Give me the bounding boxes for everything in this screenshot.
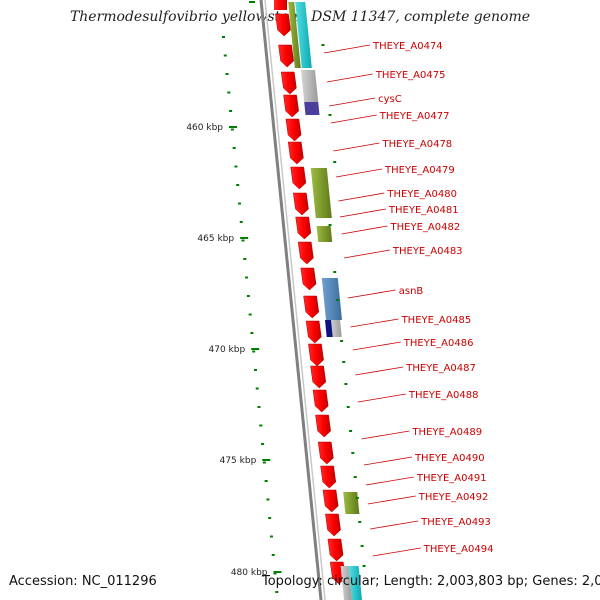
gene-label: THEYE_A0481 [388, 205, 459, 216]
tick-label: 465 kbp [197, 234, 234, 244]
cog-block [288, 2, 301, 68]
gene-label: cysC [378, 94, 402, 105]
cds-arrow [297, 241, 314, 265]
label-leader [329, 97, 376, 107]
label-leader [370, 520, 419, 530]
gene-label: THEYE_A0483 [392, 246, 463, 257]
cds-arrow [322, 489, 339, 513]
label-leader [352, 341, 401, 351]
cog-block [340, 566, 352, 600]
gene-label: THEYE_A0475 [375, 70, 446, 81]
gene-label: THEYE_A0477 [379, 111, 450, 122]
cds-arrow [274, 0, 287, 10]
cog-block [343, 492, 360, 514]
gene-label: THEYE_A0485 [401, 315, 472, 326]
cds-arrow [315, 414, 331, 438]
gene-label: THEYE_A0491 [416, 473, 487, 484]
cds-arrow [317, 441, 334, 465]
cds-arrow [312, 389, 329, 413]
label-leader [355, 366, 404, 376]
label-leader [339, 208, 386, 218]
backbone-shadow [264, 0, 326, 600]
cog-block [310, 168, 332, 218]
label-leader [326, 73, 373, 83]
cog-block [295, 2, 312, 68]
cds-arrow [325, 513, 341, 537]
gene-label: THEYE_A0487 [405, 363, 476, 374]
cog-block [316, 226, 333, 242]
cds-arrow [305, 320, 322, 344]
topology-text: Topology: circular; Length: 2,003,803 bp… [262, 574, 600, 589]
label-leader [367, 495, 416, 505]
backbone-line [259, 0, 323, 600]
gene-label: THEYE_A0479 [384, 165, 455, 176]
label-leader [357, 393, 406, 403]
cds-arrow [303, 295, 320, 319]
label-leader [341, 225, 388, 235]
cog-block [325, 320, 333, 337]
tick-label: 470 kbp [209, 345, 246, 355]
cds-arrow [308, 343, 324, 367]
gene-label: THEYE_A0494 [423, 544, 494, 555]
cds-arrow [280, 71, 297, 95]
label-leader [347, 289, 396, 299]
label-leader [363, 456, 413, 466]
gene-label: THEYE_A0489 [411, 427, 482, 438]
cds-arrow [327, 538, 344, 562]
label-leader [350, 318, 399, 328]
gene-label: THEYE_A0492 [418, 492, 489, 503]
cds-arrow [285, 118, 302, 142]
gene-label: THEYE_A0490 [414, 453, 485, 464]
gene-label: asnB [399, 286, 424, 297]
cog-block [348, 566, 362, 600]
gene-label: THEYE_A0486 [403, 338, 474, 349]
cds-arrow [278, 44, 294, 68]
tick-label: 480 kbp [231, 568, 268, 578]
label-leader [330, 114, 377, 124]
cds-arrow [287, 141, 304, 165]
label-leader [323, 44, 371, 54]
cog-block [304, 102, 320, 115]
tick-label: 460 kbp [186, 123, 223, 133]
cds-arrow [310, 365, 327, 389]
cog-block [330, 320, 342, 337]
cog-block [321, 278, 342, 320]
label-leader [361, 430, 410, 440]
gene-label: THEYE_A0482 [390, 222, 461, 233]
gene-label: THEYE_A0478 [382, 139, 453, 150]
label-leader [372, 547, 421, 557]
gene-label: THEYE_A0474 [372, 41, 443, 52]
cds-arrow [275, 13, 291, 37]
gene-label: THEYE_A0493 [420, 517, 491, 528]
cds-arrow [300, 267, 317, 291]
gene-label: THEYE_A0488 [408, 390, 479, 401]
cds-arrow [293, 192, 309, 216]
accession-text: Accession: NC_011296 [9, 574, 157, 589]
label-leader [333, 142, 380, 152]
cds-arrow [290, 166, 307, 190]
cds-arrow [320, 465, 337, 489]
label-leader [343, 249, 390, 259]
tick-label: 475 kbp [220, 456, 257, 466]
cds-arrow [295, 216, 312, 240]
label-leader [338, 192, 385, 202]
cog-block [301, 70, 319, 102]
cds-arrow [283, 94, 299, 118]
label-leader [365, 476, 414, 486]
gene-label: THEYE_A0480 [386, 189, 457, 200]
label-leader [335, 168, 383, 178]
